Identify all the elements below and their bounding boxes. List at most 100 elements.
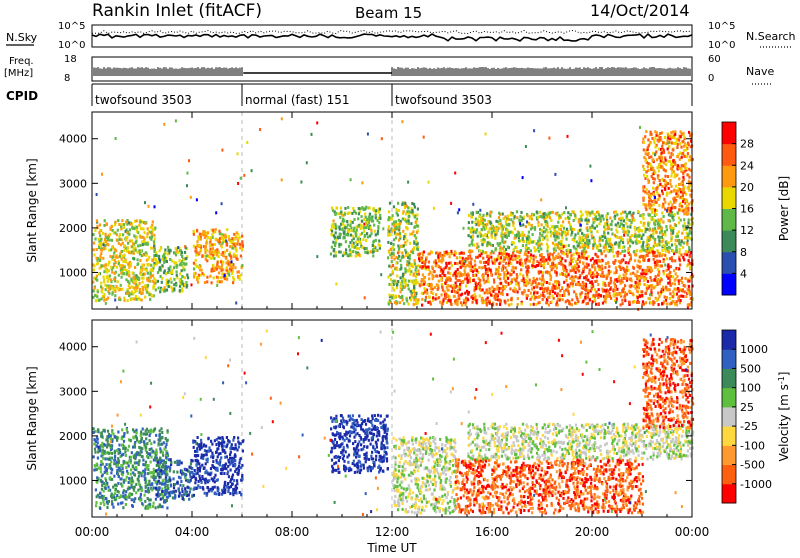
power-cell [387,241,389,244]
power-cell [564,232,566,235]
power-cell [680,253,682,256]
power-cell [224,235,226,238]
power-cell [235,257,237,260]
power-cell [662,141,664,144]
power-cell [347,223,349,226]
power-cell [661,227,663,230]
power-cell [675,185,677,188]
power-cell [503,245,505,248]
power-cell [592,283,594,286]
power-cell [193,267,195,270]
power-cell [419,284,421,287]
power-cell [494,248,496,251]
power-cell [681,205,683,208]
power-cell [335,212,337,215]
power-cell [645,152,647,155]
power-cell [222,261,224,264]
power-cell [204,236,206,239]
power-cell [687,187,689,190]
power-cell [355,251,357,254]
power-cell [108,249,110,252]
power-cell [674,130,676,133]
power-cell [625,261,627,264]
power-cell [352,221,354,224]
power-cell [657,176,659,179]
power-cell [655,213,657,216]
power-cell [407,270,409,273]
power-cell [689,293,691,296]
power-cell [103,247,105,250]
power-cell [132,242,134,245]
power-cell [388,230,390,233]
power-cell [418,273,420,276]
power-cell [360,227,362,230]
power-cell [547,245,549,248]
power-cell [516,210,518,213]
power-cell [240,255,242,258]
power-cell [670,163,672,166]
power-cell [364,247,366,250]
power-cell [353,227,355,230]
power-cell [667,288,669,291]
power-cell [636,249,638,252]
power-cell [643,197,645,200]
power-cell [347,254,349,257]
power-cell [489,269,491,272]
power-cell [106,243,108,246]
power-cell [586,275,588,278]
power-cell [689,155,691,158]
power-cell [656,249,658,252]
power-cell [406,260,408,263]
power-cell [404,267,406,270]
power-cell [486,212,488,215]
power-cell [158,287,160,290]
power-cell [621,250,623,253]
power-cell [563,252,565,255]
power-cell [543,256,545,259]
power-cell [687,152,689,155]
power-cell [571,298,573,301]
power-cell [470,269,472,272]
power-cell [547,231,549,234]
power-cell [606,277,608,280]
power-cell [373,224,375,227]
power-cell [560,263,562,266]
power-cell [667,160,669,163]
power-cell [594,280,596,283]
power-cell [103,270,105,273]
power-cell [410,222,412,225]
power-cell [646,284,648,287]
power-cell [400,282,402,285]
power-cell [408,288,410,291]
power-cell [506,236,508,239]
power-cell [455,252,457,255]
power-cell [403,235,405,238]
power-cell [121,288,123,291]
power-cell [198,251,200,254]
power-cell [119,288,121,291]
power-cell [639,267,641,270]
power-cell [495,220,497,223]
power-cell [581,213,583,216]
power-cell [505,220,507,223]
power-cell [656,283,658,286]
power-cell [483,266,485,269]
power-cell [98,231,100,234]
power-cell [634,229,636,232]
power-cell [488,228,490,231]
power-cell [414,216,416,219]
power-cell [127,280,129,283]
power-cell [179,289,181,292]
power-cell [608,265,610,268]
power-cell [659,221,661,224]
power-cell [206,280,208,283]
power-cell [669,297,671,300]
power-cell [409,273,411,276]
power-cell [654,241,656,244]
power-cell [671,227,673,230]
power-cell [335,231,337,234]
power-cell [426,256,428,259]
power-cell [536,260,538,263]
power-cell [211,256,213,259]
power-cell [388,294,390,297]
